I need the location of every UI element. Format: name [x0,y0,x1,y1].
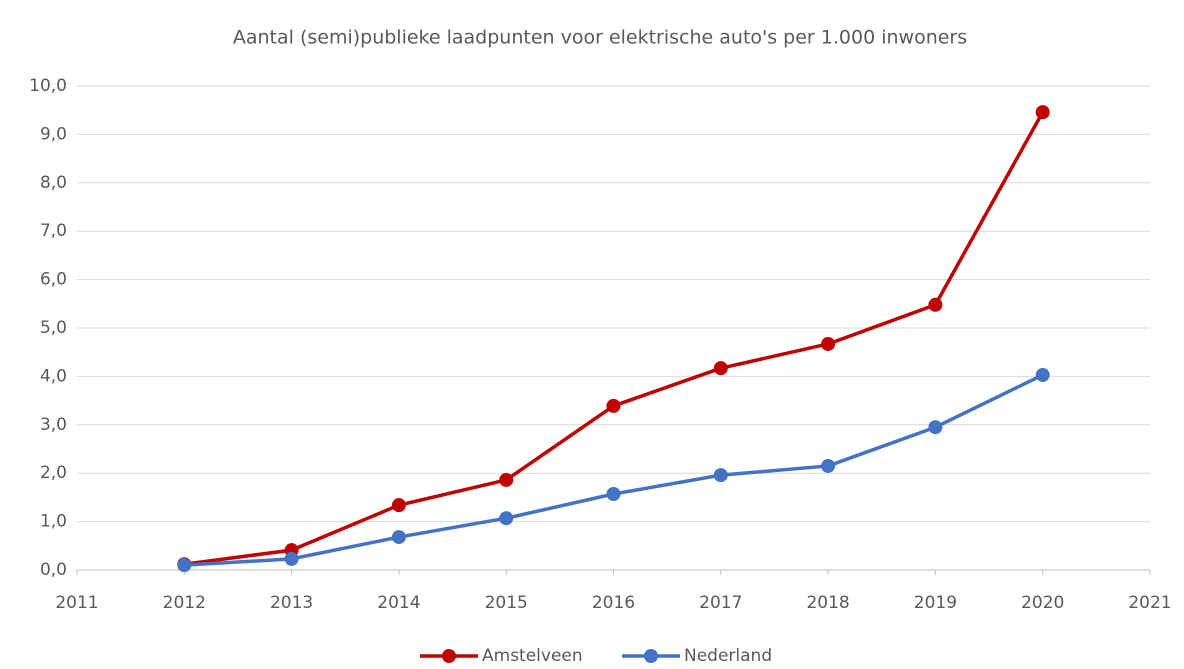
y-tick-label: 4,0 [40,366,67,386]
point [713,468,728,483]
point [284,551,299,566]
legend-marker [442,649,456,663]
x-tick-label: 2014 [377,593,420,613]
x-tick-label: 2015 [485,593,528,613]
point [821,458,836,473]
y-tick-label: 2,0 [40,463,67,483]
point [499,511,514,526]
y-tick-label: 3,0 [40,415,67,435]
point [713,361,728,376]
y-tick-label: 8,0 [40,173,67,193]
legend-label: Amstelveen [482,646,583,666]
x-tick-label: 2016 [592,593,635,613]
point [821,336,836,351]
chart-title: Aantal (semi)publieke laadpunten voor el… [233,27,967,49]
y-tick-label: 10,0 [29,76,67,96]
x-tick-label: 2021 [1128,593,1171,613]
point [928,420,943,435]
y-tick-label: 1,0 [40,512,67,532]
point [391,530,406,545]
point [1035,367,1050,382]
legend-label: Nederland [684,646,772,666]
point [606,398,621,413]
x-tick-label: 2019 [914,593,957,613]
y-tick-label: 9,0 [40,124,67,144]
x-tick-label: 2018 [806,593,849,613]
x-tick-label: 2012 [163,593,206,613]
point [177,558,192,573]
x-tick-label: 2011 [55,593,98,613]
x-tick-label: 2017 [699,593,742,613]
point [928,297,943,312]
x-tick-label: 2013 [270,593,313,613]
legend-marker [644,649,658,663]
x-tick-label: 2020 [1021,593,1064,613]
y-tick-label: 5,0 [40,318,67,338]
point [606,487,621,502]
y-tick-label: 0,0 [40,560,67,580]
y-tick-label: 6,0 [40,270,67,290]
y-tick-label: 7,0 [40,221,67,241]
point [499,472,514,487]
point [1035,105,1050,120]
point [391,498,406,513]
